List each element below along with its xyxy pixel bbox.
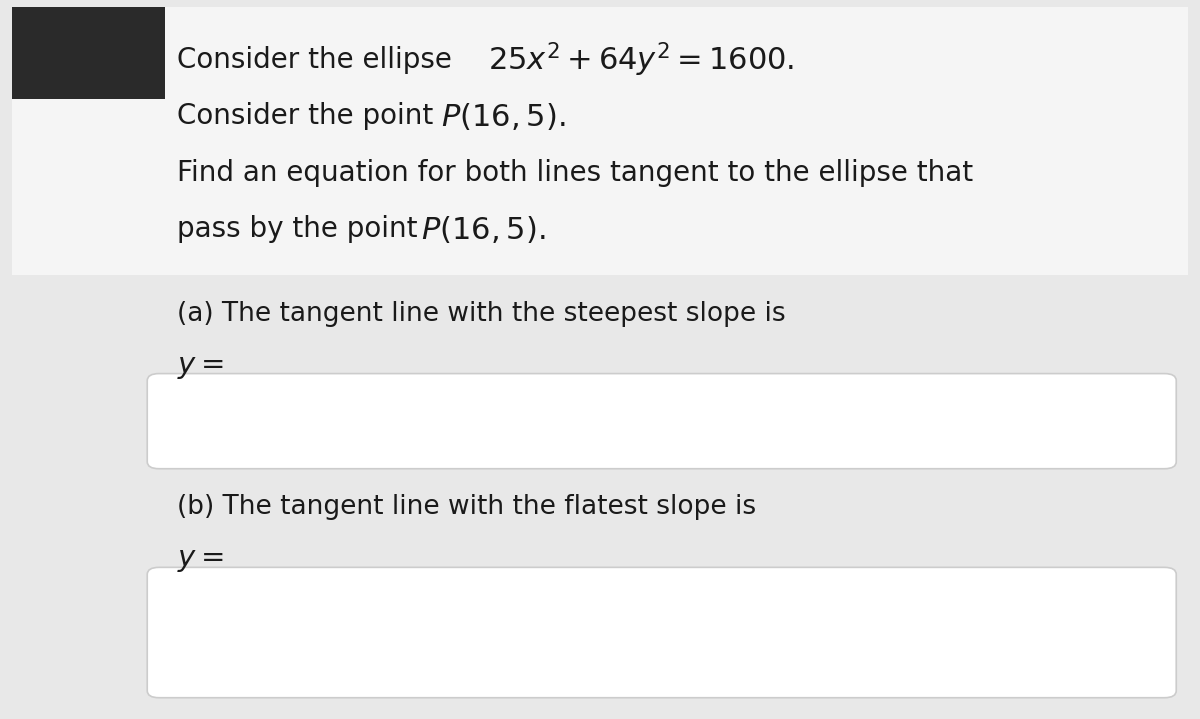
Text: $y =$: $y =$	[176, 352, 223, 380]
Text: (b) The tangent line with the flatest slope is: (b) The tangent line with the flatest sl…	[176, 495, 756, 521]
FancyBboxPatch shape	[12, 7, 164, 99]
Text: $P(16, 5).$: $P(16, 5).$	[421, 214, 546, 244]
Text: (a) The tangent line with the steepest slope is: (a) The tangent line with the steepest s…	[176, 301, 785, 326]
Text: $P(16, 5).$: $P(16, 5).$	[442, 101, 565, 132]
Text: pass by the point: pass by the point	[176, 215, 426, 243]
FancyBboxPatch shape	[12, 7, 1188, 275]
FancyBboxPatch shape	[148, 567, 1176, 697]
Text: Consider the point: Consider the point	[176, 102, 442, 130]
FancyBboxPatch shape	[148, 374, 1176, 469]
FancyBboxPatch shape	[12, 275, 1188, 712]
Text: Find an equation for both lines tangent to the ellipse that: Find an equation for both lines tangent …	[176, 159, 973, 187]
Text: $y =$: $y =$	[176, 546, 223, 574]
Text: $25x^2 + 64y^2 = 1600.$: $25x^2 + 64y^2 = 1600.$	[488, 41, 794, 79]
Text: Consider the ellipse: Consider the ellipse	[176, 46, 461, 74]
